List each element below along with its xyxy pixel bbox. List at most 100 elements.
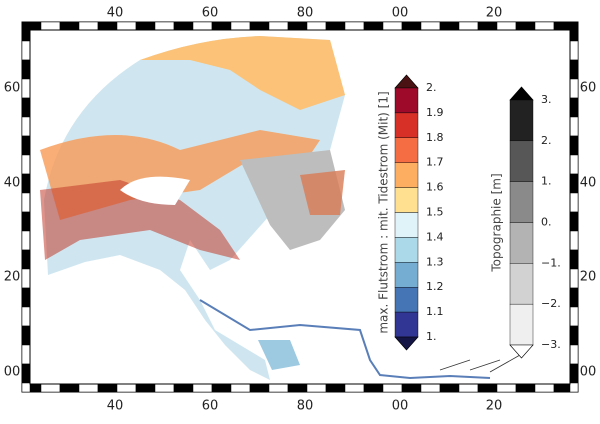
border-segment	[21, 344, 31, 365]
color-band	[394, 187, 419, 213]
colorbar-topography: 3. 2. 1. 0. −1. −2. −3. Topographie [m]	[490, 86, 561, 359]
channel-zone	[300, 170, 345, 215]
border-segment	[569, 192, 579, 213]
border-segment	[306, 21, 327, 31]
color-band	[509, 263, 534, 305]
bottom-coordinate-label: 60	[202, 399, 219, 414]
border-segment	[534, 383, 555, 393]
high-ratio-zone	[140, 36, 345, 110]
colorbar-label: 1.	[426, 330, 437, 343]
river	[199, 299, 491, 380]
under-triangle	[394, 336, 419, 351]
border-segment	[569, 363, 579, 384]
border-segment	[40, 383, 61, 393]
bottom-coordinate-label: 20	[486, 399, 503, 414]
border-segment	[569, 21, 579, 42]
border-segment	[211, 383, 232, 393]
under-triangle	[509, 344, 534, 359]
border-segment	[569, 325, 579, 346]
border-segment	[569, 344, 579, 365]
border-segment	[439, 21, 460, 31]
border-segment	[439, 383, 460, 393]
border-segment	[173, 383, 194, 393]
border-segment	[21, 192, 31, 213]
color-band	[394, 237, 419, 263]
border-segment	[21, 306, 31, 327]
border-segment	[477, 383, 498, 393]
colorbar-title: max. Flutstrom : mit. Tidestrom (Mit) [1…	[377, 91, 391, 333]
color-band	[394, 162, 419, 188]
colorbar-label: 2.	[426, 81, 437, 94]
border-segment	[496, 21, 517, 31]
island	[120, 176, 190, 205]
color-band	[509, 181, 534, 223]
colorbar-label: 1.2	[426, 280, 444, 293]
border-segment	[21, 268, 31, 289]
colorbar-label: 1.9	[426, 106, 444, 119]
map	[40, 36, 521, 380]
border-segment	[401, 383, 422, 393]
border-segment	[401, 21, 422, 31]
border-segment	[569, 249, 579, 270]
border-segment	[154, 383, 175, 393]
border-segment	[21, 287, 31, 308]
border-segment	[569, 173, 579, 194]
border-segment	[192, 21, 213, 31]
border-segment	[363, 383, 384, 393]
colorbar-label: 1.3	[426, 255, 444, 268]
color-band	[394, 212, 419, 238]
border-segment	[154, 21, 175, 31]
colorbar-label: 1.5	[426, 206, 444, 219]
top-coordinate-label: 00	[392, 6, 409, 21]
border-segment	[420, 383, 441, 393]
border-segment	[515, 383, 536, 393]
border-segment	[363, 21, 384, 31]
border-segment	[569, 154, 579, 175]
color-band	[394, 311, 419, 338]
border-segment	[78, 383, 99, 393]
border-segment	[287, 21, 308, 31]
border-segment	[21, 78, 31, 99]
border-segment	[569, 382, 579, 393]
border-segment	[21, 382, 31, 393]
border-segment	[569, 135, 579, 156]
border-segment	[21, 154, 31, 175]
border-segment	[569, 306, 579, 327]
border-segment	[21, 21, 31, 42]
left-coordinate-label: 40	[4, 176, 21, 191]
left-coordinate-label: 20	[4, 270, 21, 285]
right-coordinate-label: 40	[580, 176, 597, 191]
colorbar-label: 1.7	[426, 156, 444, 169]
top-coordinate-label: 40	[107, 6, 124, 21]
border-segment	[249, 383, 270, 393]
colorbar-label: 1.4	[426, 230, 444, 243]
left-coordinate-label: 00	[4, 365, 21, 380]
border-segment	[116, 21, 137, 31]
border-segment	[569, 78, 579, 99]
border-segment	[21, 135, 31, 156]
right-coordinate-label: 00	[580, 365, 597, 380]
color-band	[394, 262, 419, 288]
bottom-coordinate-label: 00	[392, 399, 409, 414]
border-segment	[569, 287, 579, 308]
color-band	[394, 87, 419, 114]
border-segment	[135, 383, 156, 393]
checkered-border	[21, 21, 579, 393]
bottom-coordinate-label: 80	[297, 399, 314, 414]
border-segment	[21, 97, 31, 118]
colorbar-label: 1.8	[426, 131, 444, 144]
right-coordinate-label: 20	[580, 270, 597, 285]
border-segment	[287, 383, 308, 393]
color-band	[509, 222, 534, 264]
border-segment	[78, 21, 99, 31]
border-segment	[59, 21, 80, 31]
border-segment	[325, 21, 346, 31]
border-segment	[382, 383, 403, 393]
color-band	[394, 137, 419, 163]
color-band	[509, 99, 534, 142]
border-segment	[569, 211, 579, 232]
border-segment	[458, 21, 479, 31]
border-segment	[268, 21, 289, 31]
plot-border	[29, 29, 571, 385]
